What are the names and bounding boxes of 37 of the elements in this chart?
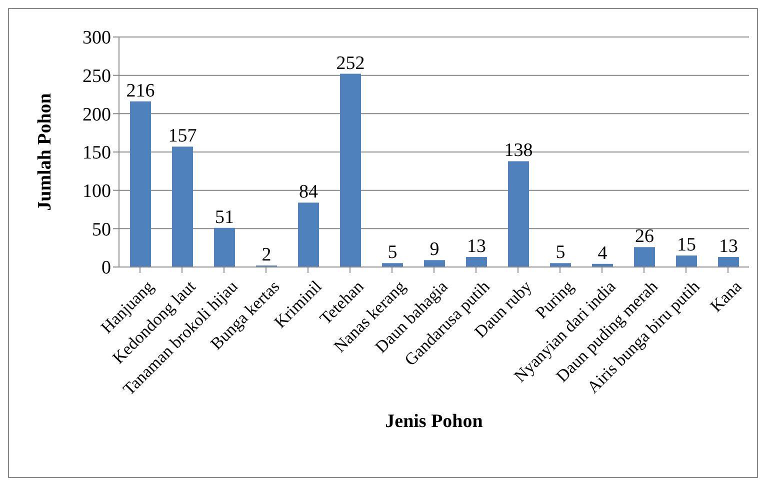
y-tick-label: 0 (102, 258, 111, 279)
bar (508, 161, 529, 267)
data-label: 13 (467, 236, 486, 258)
bar (130, 101, 151, 267)
data-label: 5 (388, 242, 398, 264)
y-tick-label: 150 (82, 142, 111, 164)
data-label: 4 (598, 242, 608, 264)
y-axis-title: Jumlah Pohon (34, 92, 56, 211)
bar (424, 260, 445, 267)
data-label: 84 (299, 182, 318, 203)
data-label: 13 (719, 236, 738, 258)
bar (550, 263, 571, 267)
y-tick-label: 100 (82, 181, 111, 202)
y-tick-label: 300 (82, 28, 111, 49)
y-tick-label: 200 (82, 104, 111, 126)
data-label: 9 (430, 239, 440, 260)
data-label: 216 (126, 80, 155, 102)
y-tick-label: 50 (92, 219, 111, 240)
data-label: 15 (677, 234, 696, 256)
x-axis-title: Jenis Pohon (385, 411, 484, 432)
data-label: 2 (262, 244, 272, 266)
data-label: 26 (635, 226, 654, 248)
data-label: 252 (336, 52, 365, 74)
bar (340, 74, 361, 267)
bar (172, 146, 193, 267)
data-label: 5 (556, 242, 566, 264)
data-label: 51 (215, 206, 234, 228)
bar (676, 256, 697, 267)
bar (214, 228, 235, 267)
bar (298, 202, 319, 267)
y-tick-label: 250 (82, 66, 111, 88)
bar (466, 257, 487, 267)
bar (718, 257, 739, 267)
bar (634, 247, 655, 267)
bar (382, 263, 403, 267)
data-label: 157 (168, 126, 197, 147)
data-label: 138 (504, 140, 533, 162)
